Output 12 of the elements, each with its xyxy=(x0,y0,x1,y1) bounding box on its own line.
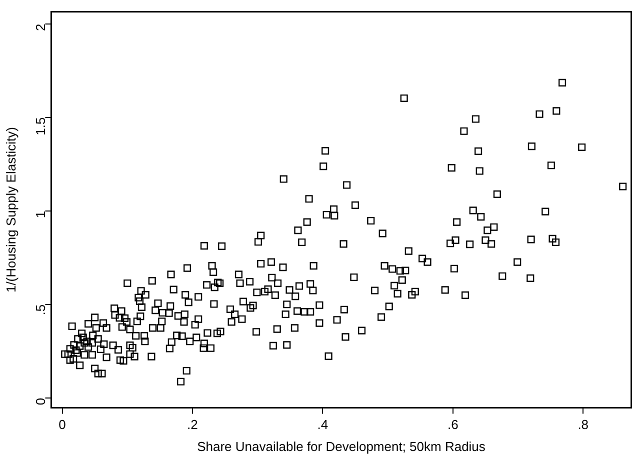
x-tick-label: 0 xyxy=(58,417,66,432)
y-axis-title: 1/(Housing Supply Elasticity) xyxy=(3,127,18,293)
y-tick-label: 2 xyxy=(32,24,48,32)
y-tick-label: .5 xyxy=(32,304,48,316)
x-tick-label: .6 xyxy=(447,417,458,432)
y-tick-label: 1 xyxy=(32,210,48,218)
y-tick-label: 1.5 xyxy=(32,117,48,136)
x-tick-label: .4 xyxy=(317,417,328,432)
x-axis-title: Share Unavailable for Development; 50km Radius xyxy=(197,438,486,454)
x-tick-label: .2 xyxy=(187,417,198,432)
x-tick-label: .8 xyxy=(578,417,589,432)
y-tick-label: 0 xyxy=(32,398,48,406)
